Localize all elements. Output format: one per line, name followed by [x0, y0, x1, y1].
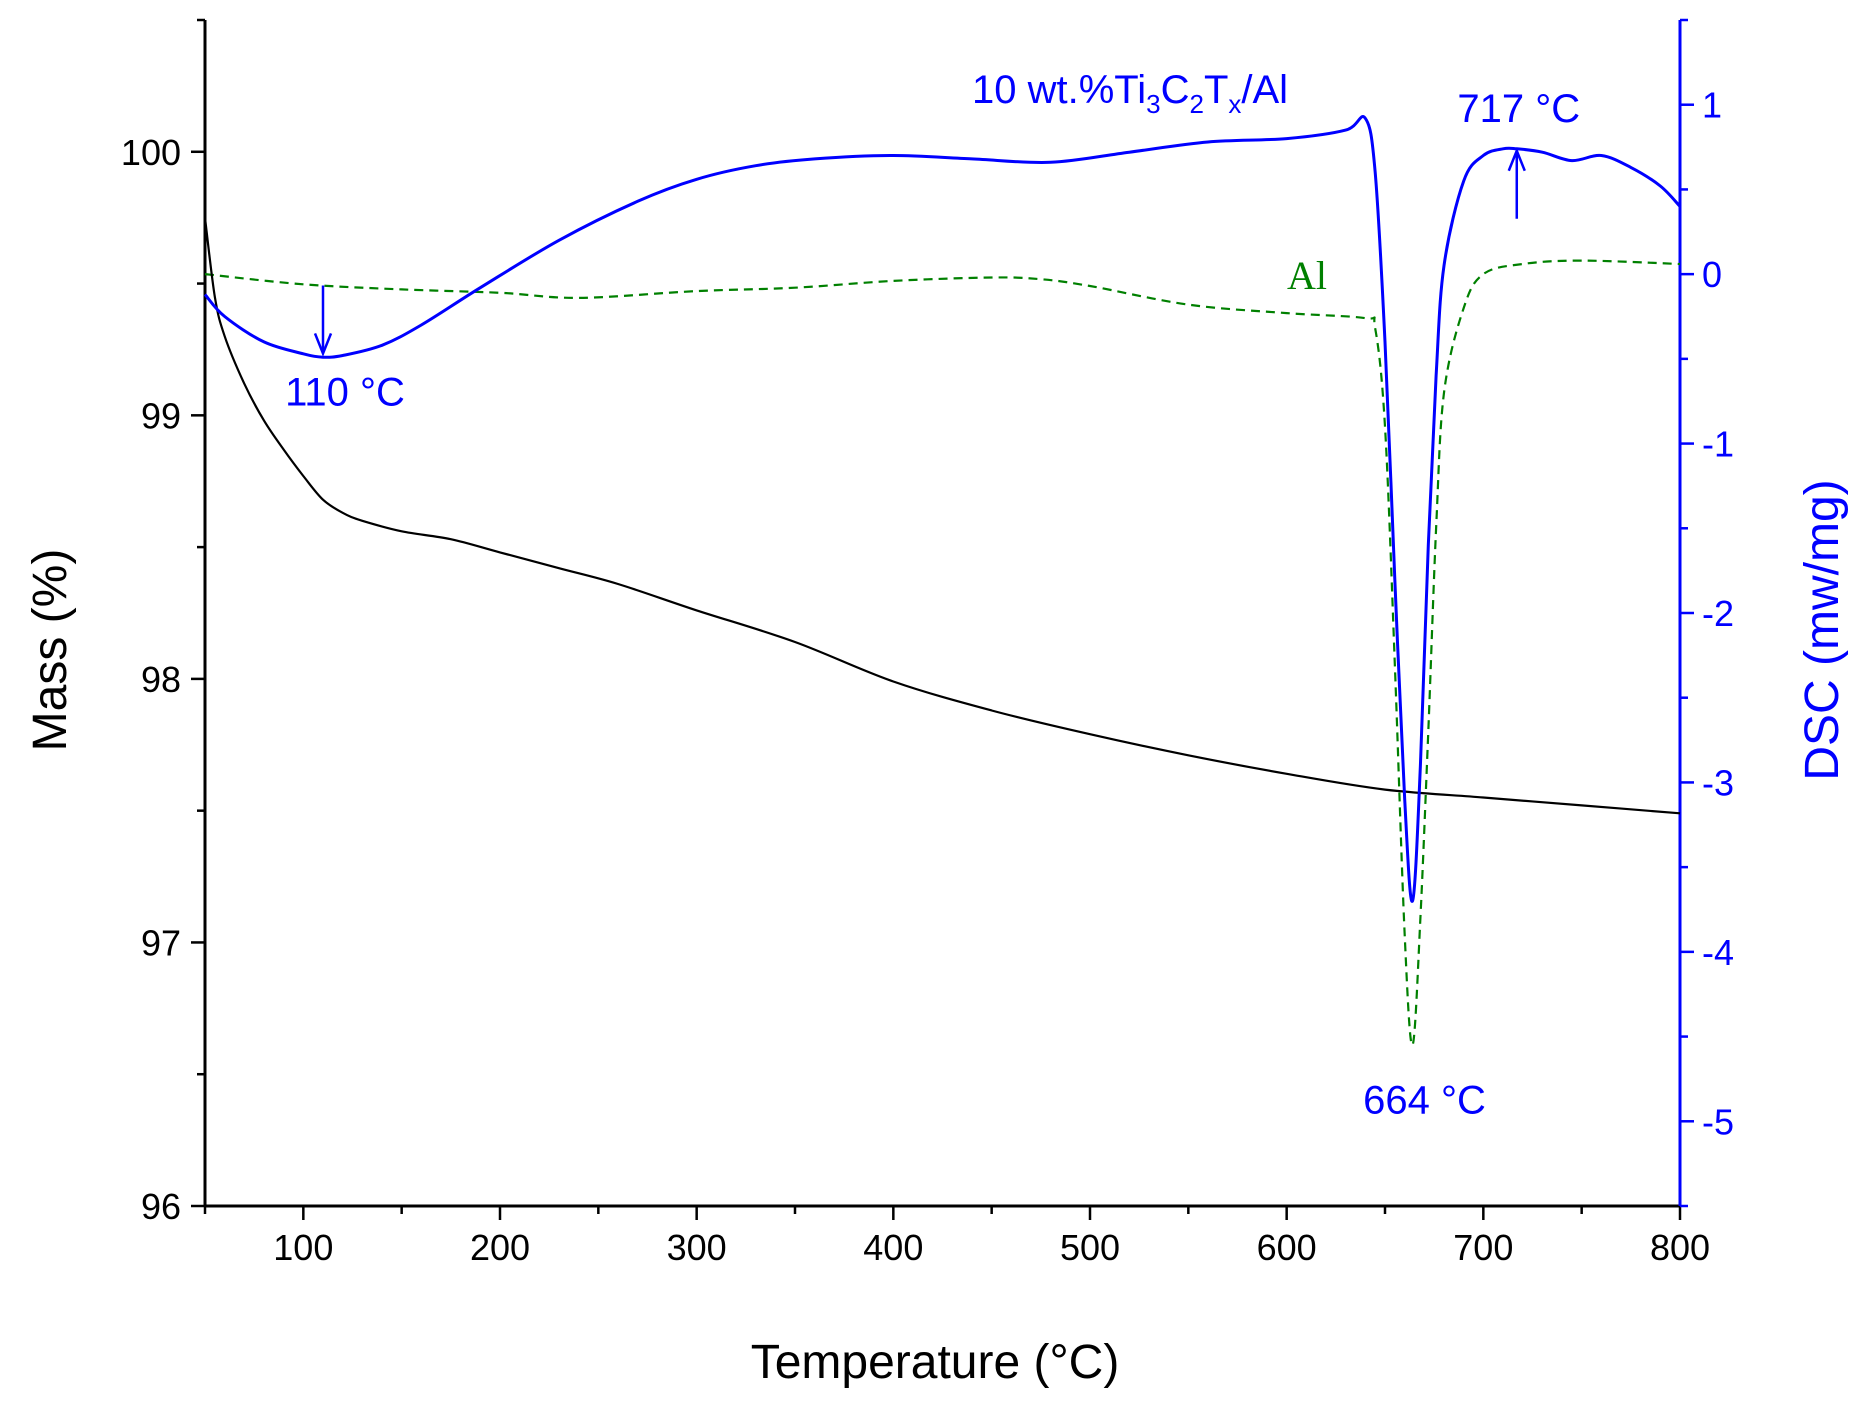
- axes: 100 200 300 400 500 600 700 800 96 97 98 99 100 -5 -4 -…: [121, 18, 1734, 1268]
- y2-tick-label: -4: [1702, 932, 1734, 973]
- al-label: Al: [1287, 253, 1327, 298]
- annotation-arrowhead: [1507, 147, 1526, 172]
- x-tick-label: 600: [1257, 1227, 1317, 1268]
- x-axis-title: Temperature (°C): [751, 1336, 1120, 1389]
- peak-annotation: 110 °C: [285, 370, 405, 414]
- sample-label-sub2: 2: [1189, 89, 1203, 119]
- sample-label: 10 wt.%Ti3C2Tx/Al: [972, 68, 1288, 119]
- y2-tick-label: 0: [1702, 254, 1722, 295]
- y2-tick-label: -2: [1702, 593, 1734, 634]
- x-tick-label: 700: [1453, 1227, 1513, 1268]
- y2-axis-title: DSC (mw/mg): [1796, 479, 1849, 780]
- peak-annotation: 717 °C: [1457, 87, 1580, 131]
- y-tick-label: 96: [141, 1186, 181, 1227]
- sample-label-mid2: T: [1204, 68, 1228, 112]
- y-tick-label: 99: [141, 395, 181, 436]
- y2-tick-label: -3: [1702, 762, 1734, 803]
- series-line-dsc-composite: [203, 115, 1682, 903]
- y2-tick-label: 1: [1702, 85, 1722, 126]
- y-tick-label: 97: [141, 922, 181, 963]
- series-line-mass: [203, 217, 1681, 815]
- sample-label-sub3: x: [1228, 89, 1241, 119]
- x-tick-label: 300: [667, 1227, 727, 1268]
- y2-tick-label: -5: [1702, 1101, 1734, 1142]
- x-tick-label: 500: [1060, 1227, 1120, 1268]
- y-tick-label: 98: [141, 659, 181, 700]
- y-tick-label: 100: [121, 132, 181, 173]
- series-line-dsc-al: [204, 259, 1681, 1047]
- sample-label-mid1: C: [1161, 68, 1190, 112]
- x-tick-label: 100: [273, 1227, 333, 1268]
- y2-tick-label: -1: [1702, 424, 1734, 465]
- series-layer: [203, 115, 1682, 1047]
- annotation-arrowhead: [313, 333, 333, 357]
- sample-label-tail: /Al: [1241, 68, 1288, 112]
- y-axis-title: Mass (%): [24, 549, 77, 752]
- sample-label-sub1: 3: [1146, 89, 1160, 119]
- sample-label-main: 10 wt.%Ti: [972, 68, 1146, 112]
- annotation-layer: 110 °C 664 °C 717 °C: [285, 87, 1580, 1123]
- x-tick-label: 400: [863, 1227, 923, 1268]
- x-tick-label: 200: [470, 1227, 530, 1268]
- peak-annotation: 664 °C: [1363, 1079, 1486, 1123]
- x-tick-label: 800: [1650, 1227, 1710, 1268]
